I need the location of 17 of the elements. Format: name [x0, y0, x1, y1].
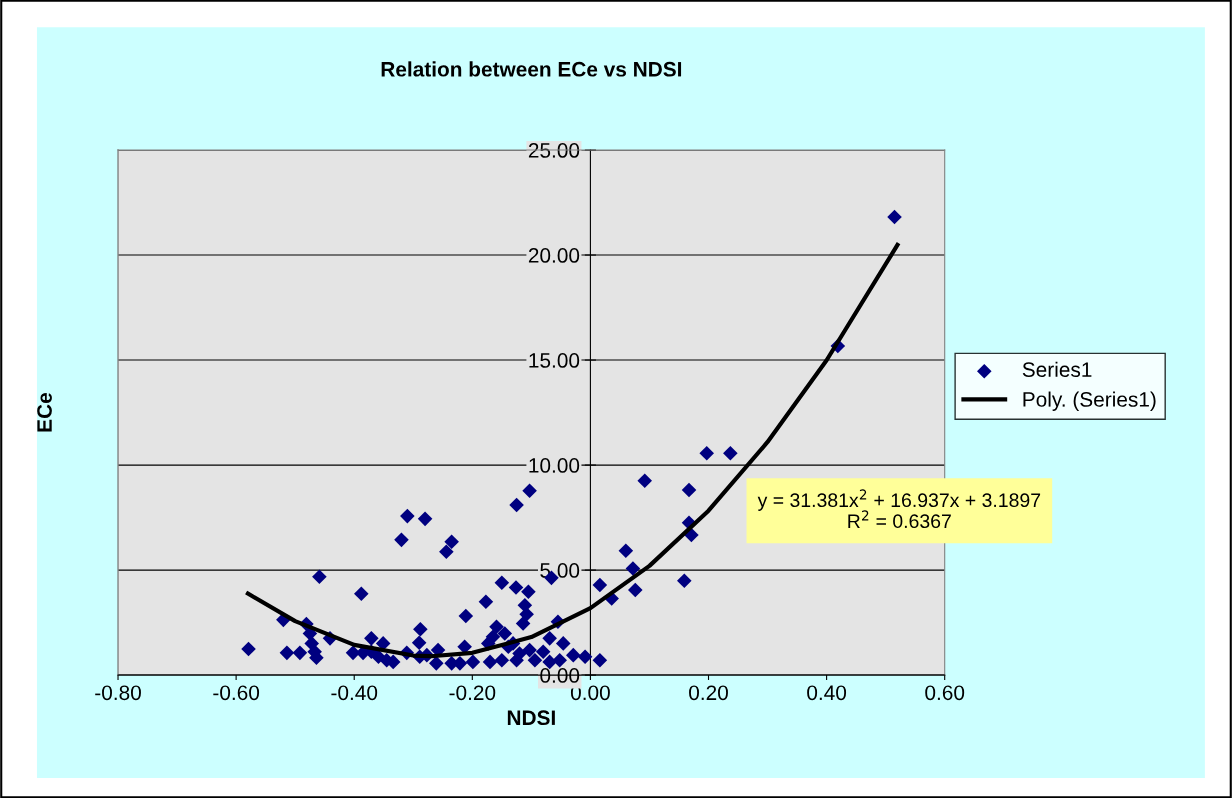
- legend-label: Series1: [1022, 361, 1092, 377]
- y-tick-label: 15.00: [529, 353, 580, 368]
- x-tick-label: 0.40: [807, 685, 847, 701]
- legend-label: Poly. (Series1): [1023, 391, 1156, 411]
- chart-title: Relation between ECe vs NDSI: [381, 61, 682, 77]
- annotation: y = 31.381x$^{2}$ + 16.937x + 3.1897 R$^{2}$ = 0.6367: [757, 489, 1041, 529]
- x-tick-label: -0.60: [213, 685, 260, 701]
- x-tick-label: -0.20: [449, 685, 496, 701]
- x-tick-label: 0.60: [925, 685, 965, 701]
- x-axis-title: NDSI: [507, 710, 555, 726]
- y-tick-label: 20.00: [528, 248, 580, 263]
- x-tick-label: -0.40: [331, 685, 378, 701]
- x-tick-label: 0.20: [689, 685, 728, 701]
- y-tick-label: 25.00: [528, 143, 580, 158]
- y-axis-title: ECe: [37, 393, 52, 432]
- y-tick-label: 10.00: [529, 458, 580, 473]
- x-tick-label: -0.80: [95, 685, 141, 701]
